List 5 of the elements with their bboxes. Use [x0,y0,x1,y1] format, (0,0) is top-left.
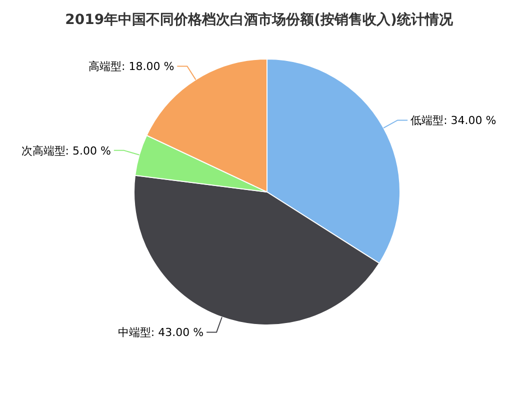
slice-label: 次高端型: 5.00 % [21,144,111,158]
slice-label: 高端型: 18.00 % [88,60,174,74]
slice-label: 低端型: 34.00 % [410,114,496,128]
chart-title: 2019年中国不同价格档次白酒市场份额(按销售收入)统计情况 [65,11,454,28]
slice-label: 中端型: 43.00 % [118,326,204,340]
